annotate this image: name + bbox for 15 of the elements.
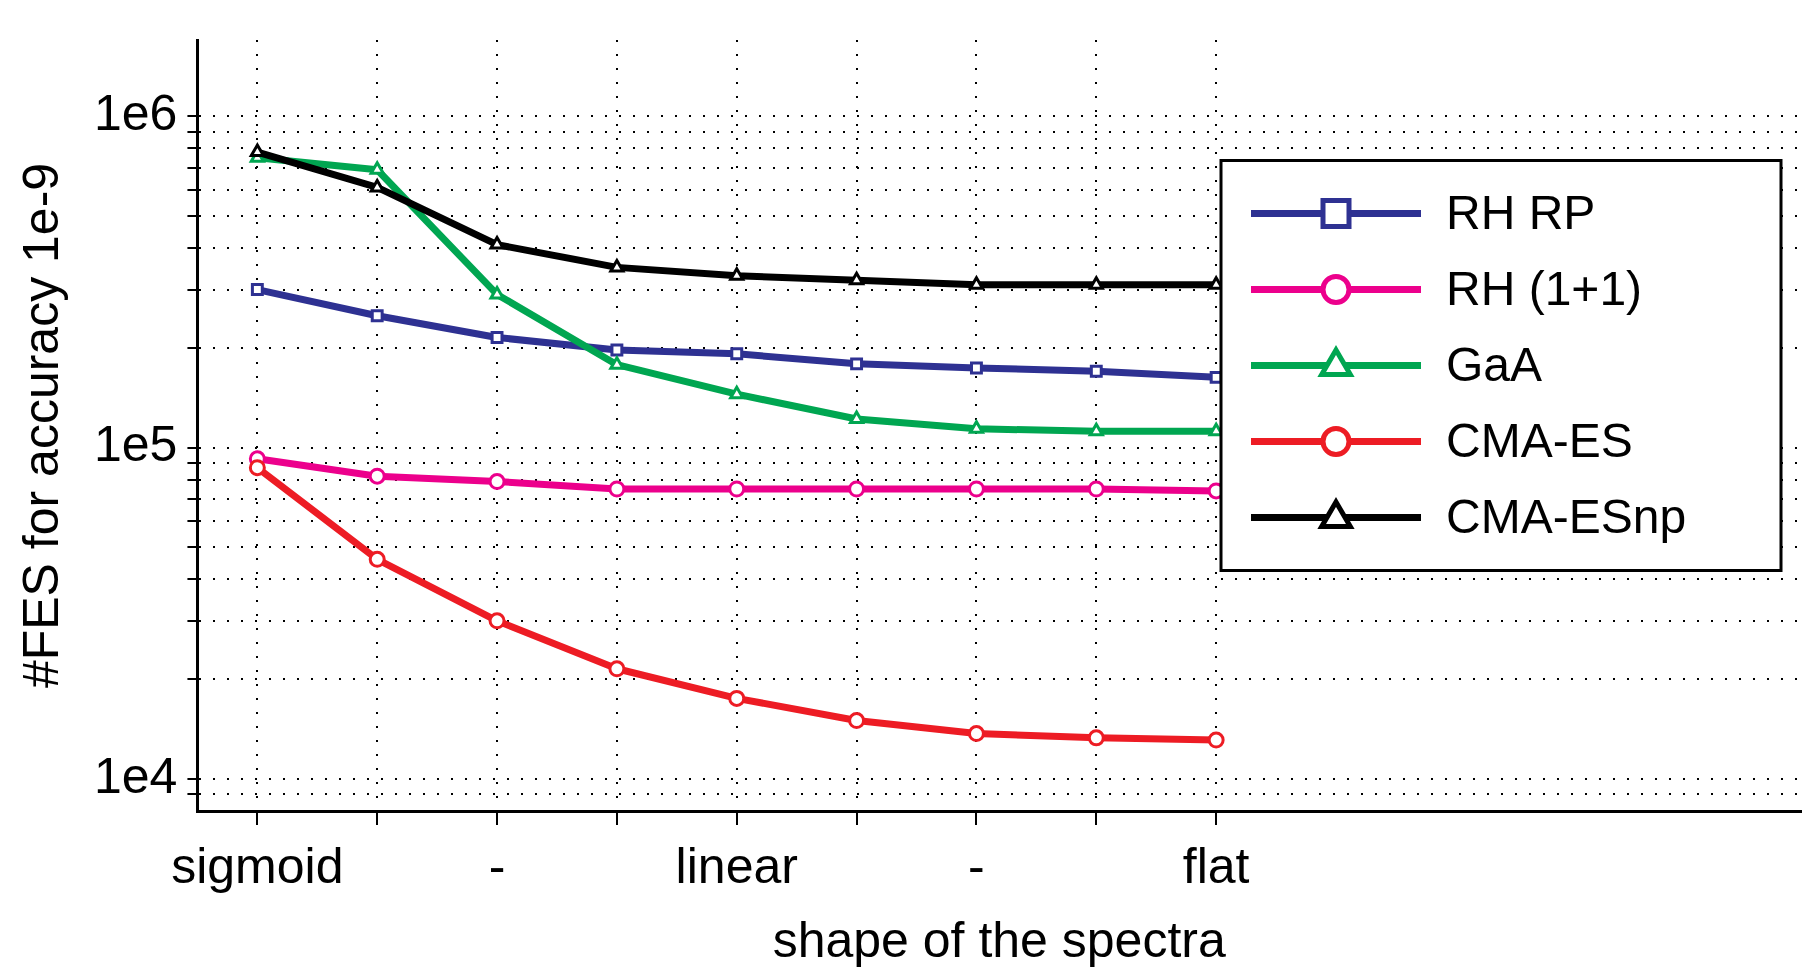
x-axis-title: shape of the spectra bbox=[772, 911, 1226, 968]
y-tick-label: 1e5 bbox=[93, 416, 178, 473]
x-tick-label: linear bbox=[675, 837, 798, 894]
legend-label: RH RP bbox=[1446, 185, 1596, 239]
x-tick-label: sigmoid bbox=[171, 837, 344, 894]
legend-label: CMA-ES bbox=[1446, 413, 1633, 467]
y-tick-label: 1e6 bbox=[93, 85, 178, 142]
x-tick-label: - bbox=[968, 837, 985, 894]
x-tick-label: flat bbox=[1182, 837, 1250, 894]
x-tick-label: - bbox=[488, 837, 506, 894]
legend-label: RH (1+1) bbox=[1446, 261, 1643, 315]
y-axis-title: #FES for accuracy 1e-9 bbox=[12, 162, 69, 689]
y-tick-label: 1e4 bbox=[93, 747, 178, 804]
legend-label: GaA bbox=[1446, 337, 1543, 391]
legend-label: CMA-ESnp bbox=[1446, 489, 1687, 543]
